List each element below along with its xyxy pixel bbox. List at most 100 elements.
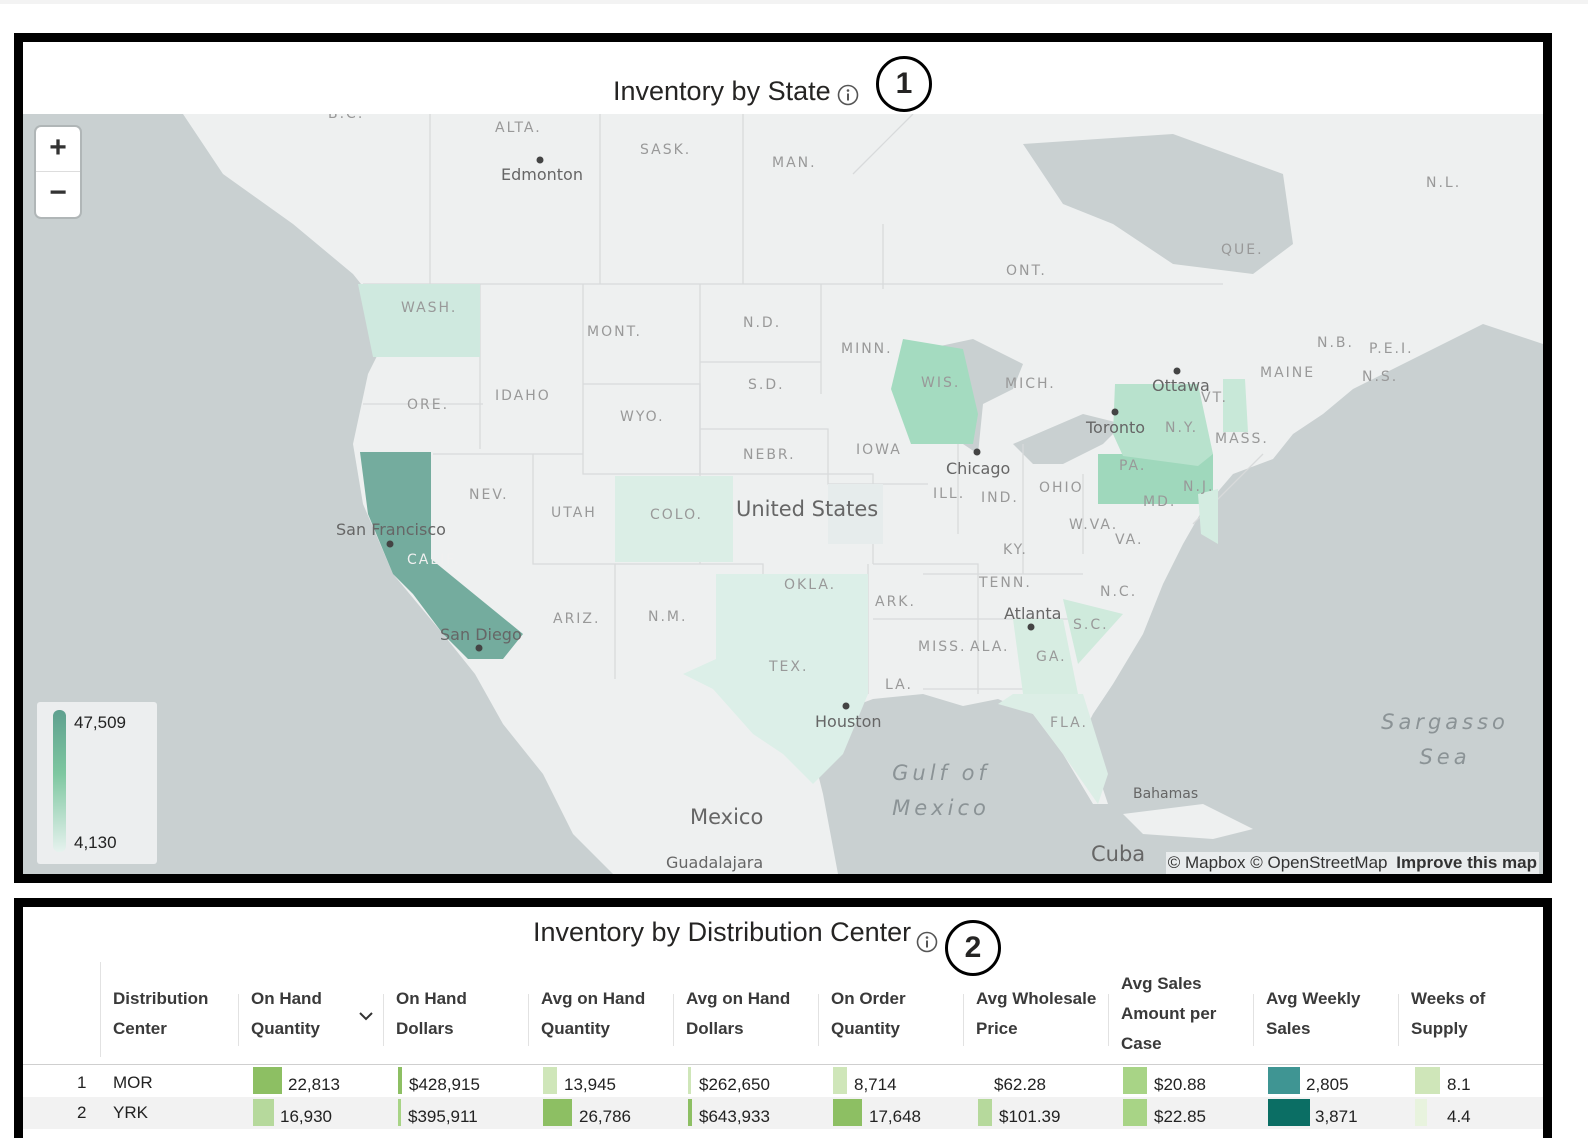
cell-avg-weekly-sales: 2,805 [1306, 1075, 1349, 1094]
map-label-san-diego: San Diego [440, 625, 522, 644]
cell-weeks-of-supply: 8.1 [1447, 1075, 1471, 1094]
map-label-ns: N.S. [1362, 369, 1399, 385]
chevron-down-icon[interactable] [359, 1011, 373, 1021]
index-column-divider [100, 962, 101, 1057]
bar-avg-on-hand-dollars [688, 1099, 692, 1126]
state-ca[interactable] [360, 452, 523, 659]
bar-on-hand-qty [253, 1067, 282, 1094]
col-header-on-hand-quantity[interactable]: On Hand Quantity [251, 989, 322, 1038]
bar-avg-on-hand-qty [543, 1067, 557, 1094]
header-separator [1398, 994, 1399, 1046]
map-label-toronto: Toronto [1086, 418, 1146, 437]
map-label-san-francisco: San Francisco [336, 520, 446, 539]
col-header-avg-sales-amount-per-case[interactable]: Avg Sales Amount per Case [1121, 974, 1217, 1053]
map-label-mexico: Mexico [690, 805, 764, 829]
info-icon[interactable] [916, 931, 938, 953]
legend-min-value: 4,130 [74, 833, 117, 852]
map-label-miss: MISS. [918, 639, 967, 655]
map-label-nb: N.B. [1317, 335, 1354, 351]
col-header-avg-on-hand-dollars[interactable]: Avg on Hand Dollars [686, 989, 791, 1038]
map-label-ill: ILL. [933, 486, 966, 502]
state-wa[interactable] [358, 284, 480, 357]
map-label-chicago: Chicago [946, 459, 1011, 478]
state-ga[interactable] [1013, 619, 1078, 694]
col-header-weeks-of-supply[interactable]: Weeks of Supply [1411, 989, 1486, 1038]
col-header-on-order-quantity[interactable]: On Order Quantity [831, 989, 906, 1038]
map-label-alta: ALTA. [495, 120, 542, 136]
bar-avg-weekly-sales [1268, 1067, 1300, 1094]
state-nh[interactable] [1223, 379, 1248, 432]
map-label-ga: GA. [1036, 649, 1067, 665]
table-row[interactable]: 1 MOR 22,813 $428,915 13,945 $262,650 8,… [23, 1065, 1543, 1097]
col-header-avg-weekly-sales[interactable]: Avg Weekly Sales [1266, 989, 1361, 1038]
state-co[interactable] [615, 476, 733, 562]
choropleth-map[interactable]: B.C. ALTA. SASK. MAN. ONT. QUE. N.L. N.B… [23, 114, 1543, 874]
header-separator [238, 994, 239, 1046]
zoom-in-button[interactable]: + [49, 131, 67, 164]
osm-credit-link[interactable]: © OpenStreetMap [1250, 853, 1388, 872]
cell-on-hand-qty: 16,930 [280, 1107, 332, 1126]
legend-gradient [53, 710, 66, 852]
bar-on-hand-dollars [398, 1067, 402, 1094]
map-label-ny: N.Y. [1165, 420, 1199, 436]
mapbox-credit-link[interactable]: © Mapbox [1167, 853, 1246, 872]
info-icon[interactable] [837, 84, 859, 106]
state-ny[interactable] [1113, 384, 1213, 466]
state-nj[interactable] [1198, 489, 1218, 544]
table-title: Inventory by Distribution Center [533, 917, 912, 947]
map-label-edmonton: Edmonton [501, 165, 583, 184]
map-label-vt: VT. [1201, 390, 1228, 406]
cell-distribution-center: MOR [113, 1073, 153, 1092]
cell-avg-on-hand-dollars: $262,650 [699, 1075, 770, 1094]
gulf-line-2: Mexico [892, 796, 990, 820]
header-separator [1108, 994, 1109, 1046]
map-label-guadalajara: Guadalajara [666, 853, 764, 872]
cell-avg-sales-per-case: $20.88 [1154, 1075, 1206, 1094]
header-separator [818, 994, 819, 1046]
map-label-va: VA. [1115, 532, 1144, 548]
map-label-wyo: WYO. [620, 409, 665, 425]
map-label-mich: MICH. [1005, 376, 1056, 392]
col-header-on-hand-dollars[interactable]: On Hand Dollars [396, 989, 467, 1038]
state-pa[interactable] [1098, 454, 1213, 504]
zoom-out-button[interactable]: − [49, 176, 67, 209]
map-label-united-states: United States [736, 497, 879, 521]
map-label-idaho: IDAHO [495, 388, 551, 404]
state-wi[interactable] [891, 339, 978, 444]
map-label-calif: CALIF. [407, 552, 461, 568]
map-label-md: MD. [1143, 494, 1177, 510]
header-separator [673, 994, 674, 1046]
cell-avg-wholesale-price: $62.28 [994, 1075, 1046, 1094]
map-label-colo: COLO. [650, 507, 703, 523]
improve-map-link[interactable]: Improve this map [1396, 853, 1537, 872]
cell-avg-on-hand-dollars: $643,933 [699, 1107, 770, 1126]
table-row[interactable]: 2 YRK 16,930 $395,911 26,786 $643,933 17… [23, 1097, 1543, 1129]
col-header-avg-wholesale-price[interactable]: Avg Wholesale Price [976, 989, 1097, 1038]
bar-on-order-qty [833, 1099, 862, 1126]
map-label-mont: MONT. [587, 324, 642, 340]
col-header-distribution-center[interactable]: Distribution Center [113, 989, 209, 1038]
state-fl[interactable] [998, 694, 1108, 804]
map-label-minn: MINN. [841, 341, 893, 357]
state-sc[interactable] [1063, 599, 1123, 664]
col-header-avg-on-hand-quantity[interactable]: Avg on Hand Quantity [541, 989, 646, 1038]
hudson-bay [1023, 134, 1293, 274]
cell-on-order-qty: 8,714 [854, 1075, 897, 1094]
map-label-mass: MASS. [1215, 431, 1269, 447]
map-label-tex: TEX. [769, 659, 809, 675]
state-tx[interactable] [683, 574, 868, 784]
map-label-nc: N.C. [1100, 584, 1138, 600]
map-label-nj: N.J. [1183, 479, 1215, 495]
cell-avg-sales-per-case: $22.85 [1154, 1107, 1206, 1126]
state-ia[interactable] [828, 484, 883, 544]
map-label-ark: ARK. [875, 594, 916, 610]
map-attribution: © Mapbox © OpenStreetMap Improve this ma… [1165, 852, 1539, 874]
map-label-sc: S.C. [1073, 617, 1109, 633]
map-label-pa: PA. [1119, 458, 1147, 474]
header-separator [963, 994, 964, 1046]
map-label-sargasso-sea: Sargasso Sea [1380, 705, 1510, 775]
map-label-wash: WASH. [401, 300, 458, 316]
bar-weeks-of-supply [1415, 1067, 1440, 1094]
map-label-ont: ONT. [1006, 263, 1047, 279]
map-label-ore: ORE. [407, 397, 450, 413]
